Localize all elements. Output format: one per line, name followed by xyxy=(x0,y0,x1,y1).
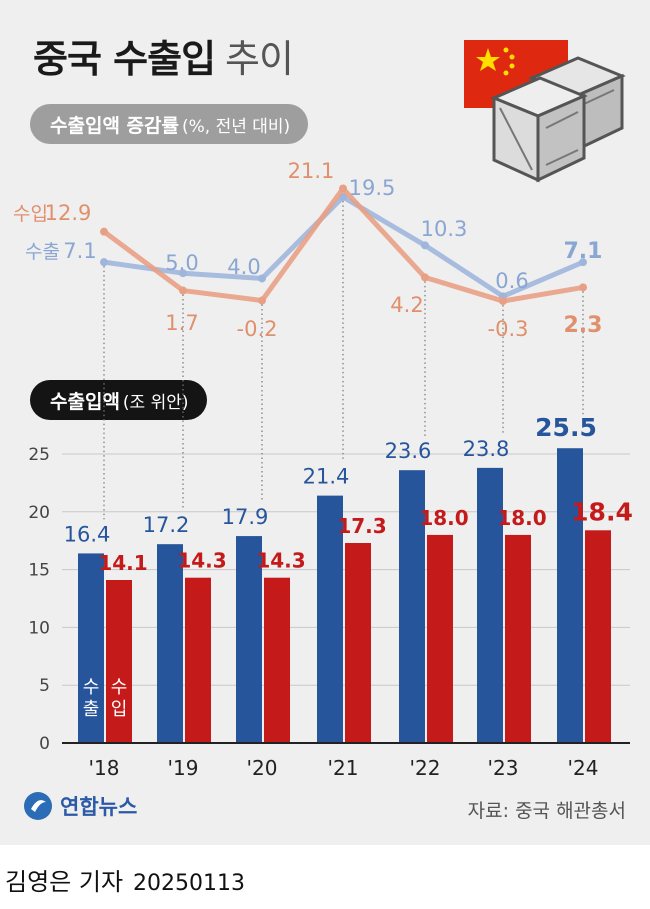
import-growth-label: 2.3 xyxy=(564,313,603,338)
y-tick-label: 20 xyxy=(28,503,50,523)
cargo-crates-icon xyxy=(490,56,626,183)
export-growth-label: 19.5 xyxy=(349,176,396,200)
import-bar xyxy=(345,543,371,743)
year-connector-lines xyxy=(103,200,584,520)
title-block: 중국 수출입 추이 xyxy=(33,28,294,88)
import-bar xyxy=(505,534,531,743)
export-point xyxy=(179,269,187,278)
export-bar xyxy=(557,448,583,743)
import-bar-value: 14.3 xyxy=(256,549,305,573)
chart-labels: 0 5 10 15 20 25 7.1 5.0 4.0 19.5 10.3 0.6 7.1 12.9 1.7… xyxy=(13,159,633,780)
logo: 연합뉴스 xyxy=(22,790,137,822)
import-point xyxy=(579,283,587,292)
byline: 김영은 기자 20250113 xyxy=(5,862,245,897)
x-tick-label: '24 xyxy=(568,756,599,780)
import-bar-value: 18.0 xyxy=(419,506,468,530)
export-bar-value: 25.5 xyxy=(535,413,597,442)
y-tick-label: 0 xyxy=(39,734,50,754)
export-bar xyxy=(157,544,183,743)
growth-line-series xyxy=(100,184,587,306)
y-tick-label: 10 xyxy=(28,618,50,638)
section-label-growth-bold: 수출입액 증감률 xyxy=(50,114,179,137)
export-growth-label: 4.0 xyxy=(227,255,260,279)
export-point xyxy=(579,258,587,267)
export-bar-value: 23.6 xyxy=(385,439,432,463)
import-bar-value: 17.3 xyxy=(337,514,386,538)
export-growth-label: 10.3 xyxy=(421,217,468,241)
import-bar-value: 14.3 xyxy=(177,549,226,573)
import-point xyxy=(339,184,347,193)
import-series-name: 수입 xyxy=(13,203,48,225)
export-point xyxy=(421,241,429,250)
export-bar-value: 17.2 xyxy=(143,513,190,537)
amount-bar-series xyxy=(78,448,611,743)
yonhap-logo-icon xyxy=(24,792,52,820)
export-bar xyxy=(317,495,343,743)
export-growth-label: 5.0 xyxy=(165,251,198,275)
import-growth-label: -0.2 xyxy=(237,317,278,341)
x-tick-label: '18 xyxy=(89,756,120,780)
x-tick-label: '20 xyxy=(247,756,278,780)
y-tick-label: 5 xyxy=(39,676,50,696)
page-title-suffix: 추이 xyxy=(225,37,294,81)
export-bar-value: 21.4 xyxy=(303,465,350,489)
export-bar xyxy=(477,467,503,743)
export-bar-value: 17.9 xyxy=(222,505,269,529)
import-growth-label: 1.7 xyxy=(165,311,198,335)
export-growth-label: 0.6 xyxy=(495,269,528,293)
source-note: 자료: 중국 해관총서 xyxy=(467,800,626,822)
section-label-growth-unit: (%, 전년 대비) xyxy=(181,116,291,137)
export-bar-value: 16.4 xyxy=(64,522,111,546)
x-tick-label: '21 xyxy=(328,756,359,780)
import-growth-label: -0.3 xyxy=(488,317,529,341)
section-label-amount: 수출입액 (조 위안) xyxy=(30,380,207,420)
export-growth-label: 7.1 xyxy=(564,239,603,264)
export-growth-label: 7.1 xyxy=(63,239,96,263)
y-tick-label: 25 xyxy=(28,445,50,465)
export-point xyxy=(100,258,108,267)
section-label-amount-unit: (조 위안) xyxy=(122,392,189,413)
x-tick-label: '23 xyxy=(488,756,519,780)
export-bar xyxy=(236,536,262,743)
import-bar xyxy=(585,530,611,743)
export-bar xyxy=(78,553,104,743)
export-bar-value: 23.8 xyxy=(463,437,510,461)
import-bar xyxy=(185,577,211,743)
import-point xyxy=(499,297,507,306)
import-point xyxy=(421,273,429,282)
export-bar xyxy=(399,470,425,743)
section-label-growth: 수출입액 증감률 (%, 전년 대비) xyxy=(30,104,309,144)
import-bar-value: 14.1 xyxy=(98,551,147,575)
x-tick-label: '19 xyxy=(168,756,199,780)
byline-date: 20250113 xyxy=(133,871,246,896)
section-label-amount-bold: 수출입액 xyxy=(50,390,120,413)
import-growth-label: 12.9 xyxy=(45,201,92,225)
y-tick-label: 15 xyxy=(28,561,50,581)
import-point xyxy=(179,286,187,295)
import-point xyxy=(100,227,108,236)
import-point xyxy=(258,296,266,305)
export-series-name: 수출 xyxy=(25,241,60,263)
x-tick-label: '22 xyxy=(410,756,441,780)
logo-text: 연합뉴스 xyxy=(60,795,138,819)
import-bar xyxy=(427,534,453,743)
import-bar-value: 18.4 xyxy=(571,497,633,526)
import-growth-label: 4.2 xyxy=(390,293,423,317)
import-growth-label: 21.1 xyxy=(288,159,335,183)
page-title: 중국 수출입 xyxy=(33,37,216,81)
import-bar xyxy=(106,580,132,743)
import-bar xyxy=(264,577,290,743)
byline-name: 김영은 기자 xyxy=(5,868,124,896)
import-bar-value: 18.0 xyxy=(497,506,546,530)
export-point xyxy=(258,274,266,283)
